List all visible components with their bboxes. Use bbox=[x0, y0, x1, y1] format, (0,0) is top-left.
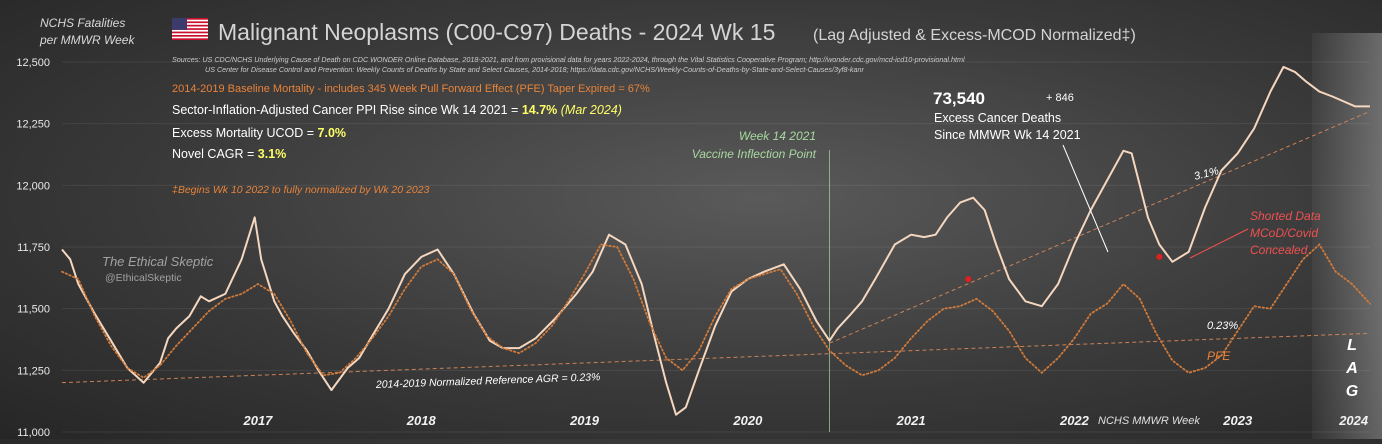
trend-line bbox=[61, 332, 1371, 384]
lag-shade bbox=[1312, 33, 1382, 439]
ppi-label: Sector-Inflation-Adjusted Cancer PPI Ris… bbox=[172, 103, 522, 117]
baseline-note: 2014-2019 Baseline Mortality - includes … bbox=[172, 83, 650, 95]
excess-deaths-desc2: Since MMWR Wk 14 2021 bbox=[934, 128, 1081, 142]
inflection-label-line1: Week 14 2021 bbox=[739, 129, 816, 143]
ppi-line: Sector-Inflation-Adjusted Cancer PPI Ris… bbox=[172, 103, 622, 117]
y-tick-label: 12,250 bbox=[16, 119, 50, 131]
x-tick-label: 2021 bbox=[896, 413, 926, 428]
excess-mortality-value: 7.0% bbox=[318, 126, 347, 140]
sources-line2: US Center for Disease Control and Preven… bbox=[205, 65, 865, 74]
marker-layer bbox=[965, 253, 1163, 283]
y-axis-label-line1: NCHS Fatalities bbox=[40, 16, 125, 30]
chart-title: Malignant Neoplasms (C00-C97) Deaths - 2… bbox=[218, 19, 775, 45]
sources-line1: Sources: US CDC/NCHS Underlying Cause of… bbox=[172, 55, 965, 64]
x-tick-label: 2019 bbox=[569, 413, 600, 428]
excess-deaths-plus: + 846 bbox=[1046, 92, 1074, 104]
excess-mortality-line: Excess Mortality UCOD = 7.0% bbox=[172, 126, 346, 140]
x-tick-label: 2018 bbox=[406, 413, 437, 428]
ppi-note: (Mar 2024) bbox=[561, 103, 622, 117]
deaths-series bbox=[61, 65, 1370, 416]
series-layer bbox=[61, 65, 1371, 416]
cagr-trend-label: 3.1% bbox=[1193, 165, 1220, 183]
shorted-data-line3: Concealed bbox=[1250, 243, 1308, 257]
trend-line bbox=[829, 110, 1371, 344]
x-axis: 2017 2018 2019 2020 2021 2022 2023 2024 bbox=[242, 413, 1368, 428]
y-tick-label: 12,000 bbox=[16, 180, 50, 192]
y-axis-label-line2: per MMWR Week bbox=[39, 33, 135, 47]
pfe-label: PFE bbox=[1207, 349, 1231, 363]
cagr-line: Novel CAGR = 3.1% bbox=[172, 147, 286, 161]
cagr-label: Novel CAGR = bbox=[172, 147, 258, 161]
cagr-value: 3.1% bbox=[258, 147, 287, 161]
x-tick-label: 2024 bbox=[1338, 413, 1369, 428]
ppi-value: 14.7% bbox=[522, 103, 557, 117]
x-tick-label: 2020 bbox=[732, 413, 763, 428]
baseline-mortality-series bbox=[61, 243, 1371, 379]
y-axis: 11,000 11,250 11,500 11,750 12,000 12,250 12,5… bbox=[16, 57, 50, 439]
y-tick-label: 11,750 bbox=[17, 242, 50, 254]
lag-letter-a: A bbox=[1345, 360, 1358, 377]
excess-deaths-count: 73,540 bbox=[933, 89, 985, 108]
excess-callout-pointer bbox=[1062, 144, 1109, 253]
baseline-agr-label: 0.23% bbox=[1207, 320, 1238, 332]
y-tick-label: 11,000 bbox=[17, 427, 50, 439]
y-tick-label: 11,250 bbox=[17, 365, 50, 377]
trend-layer bbox=[61, 110, 1371, 384]
us-flag-icon bbox=[172, 18, 208, 40]
red-data-point bbox=[965, 276, 972, 283]
shorted-data-pointer bbox=[1189, 228, 1249, 259]
y-tick-label: 11,500 bbox=[17, 304, 50, 316]
x-axis-caption: NCHS MMWR Week bbox=[1098, 415, 1200, 427]
chart-title-suffix: (Lag Adjusted & Excess-MCOD Normalized‡) bbox=[813, 27, 1136, 44]
lag-letter-g: G bbox=[1346, 383, 1358, 400]
footnote: ‡Begins Wk 10 2022 to fully normalized b… bbox=[172, 184, 430, 196]
reference-agr-label: 2014-2019 Normalized Reference AGR = 0.2… bbox=[375, 371, 601, 391]
x-tick-label: 2017 bbox=[242, 413, 273, 428]
x-tick-label: 2022 bbox=[1059, 413, 1090, 428]
inflection-label-line2: Vaccine Inflection Point bbox=[692, 147, 817, 161]
excess-mortality-label: Excess Mortality UCOD = bbox=[172, 126, 318, 140]
watermark-name: The Ethical Skeptic bbox=[102, 254, 214, 269]
shorted-data-line1: Shorted Data bbox=[1250, 209, 1321, 223]
grid-layer bbox=[62, 61, 1370, 433]
red-data-point bbox=[1156, 253, 1163, 260]
shorted-data-line2: MCoD/Covid bbox=[1250, 226, 1318, 240]
watermark-handle: @EthicalSkeptic bbox=[105, 272, 182, 284]
lag-letter-l: L bbox=[1347, 337, 1357, 354]
excess-deaths-desc1: Excess Cancer Deaths bbox=[934, 111, 1061, 125]
y-tick-label: 12,500 bbox=[16, 57, 50, 69]
x-tick-label: 2023 bbox=[1222, 413, 1253, 428]
